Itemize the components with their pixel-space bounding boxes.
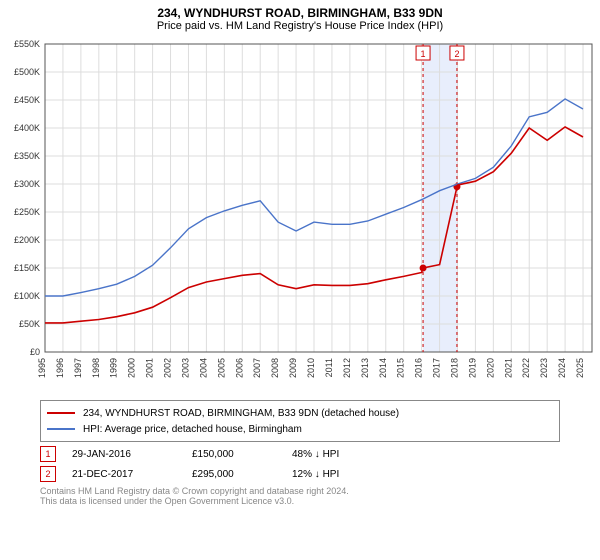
svg-text:1998: 1998 [91, 358, 101, 378]
event-row: 1 29-JAN-2016 £150,000 48% ↓ HPI [40, 446, 560, 462]
svg-text:2014: 2014 [378, 358, 388, 378]
svg-text:2006: 2006 [234, 358, 244, 378]
page-subtitle: Price paid vs. HM Land Registry's House … [0, 20, 600, 36]
page: 234, WYNDHURST ROAD, BIRMINGHAM, B33 9DN… [0, 0, 600, 560]
svg-text:2020: 2020 [485, 358, 495, 378]
event-price: £150,000 [192, 449, 292, 460]
legend-item: HPI: Average price, detached house, Birm… [47, 421, 553, 437]
legend-label: 234, WYNDHURST ROAD, BIRMINGHAM, B33 9DN… [83, 408, 399, 419]
svg-text:2005: 2005 [216, 358, 226, 378]
svg-text:£200K: £200K [14, 235, 40, 245]
svg-text:2007: 2007 [252, 358, 262, 378]
page-title: 234, WYNDHURST ROAD, BIRMINGHAM, B33 9DN [0, 0, 600, 20]
svg-text:2008: 2008 [270, 358, 280, 378]
svg-text:2016: 2016 [414, 358, 424, 378]
svg-text:2012: 2012 [342, 358, 352, 378]
legend-label: HPI: Average price, detached house, Birm… [83, 424, 302, 435]
svg-text:2004: 2004 [198, 358, 208, 378]
svg-text:£500K: £500K [14, 67, 40, 77]
svg-text:2015: 2015 [396, 358, 406, 378]
event-date: 29-JAN-2016 [72, 449, 192, 460]
svg-text:£450K: £450K [14, 95, 40, 105]
footer: Contains HM Land Registry data © Crown c… [40, 486, 560, 506]
event-price: £295,000 [192, 469, 292, 480]
svg-text:£150K: £150K [14, 263, 40, 273]
svg-text:2009: 2009 [288, 358, 298, 378]
events-table: 1 29-JAN-2016 £150,000 48% ↓ HPI 2 21-DE… [40, 446, 560, 482]
svg-text:1997: 1997 [73, 358, 83, 378]
event-row: 2 21-DEC-2017 £295,000 12% ↓ HPI [40, 466, 560, 482]
svg-text:2021: 2021 [503, 358, 513, 378]
svg-text:2001: 2001 [145, 358, 155, 378]
svg-text:2017: 2017 [432, 358, 442, 378]
svg-text:£350K: £350K [14, 151, 40, 161]
legend-swatch [47, 428, 75, 430]
footer-line: This data is licensed under the Open Gov… [40, 496, 560, 506]
svg-text:1995: 1995 [37, 358, 47, 378]
event-marker: 2 [40, 466, 56, 482]
svg-text:£550K: £550K [14, 39, 40, 49]
chart-svg: £0 £50K £100K £150K £200K £250K £300K £350K £400… [0, 36, 600, 396]
svg-text:1999: 1999 [109, 358, 119, 378]
svg-text:2000: 2000 [127, 358, 137, 378]
svg-text:1996: 1996 [55, 358, 65, 378]
svg-text:£0: £0 [30, 347, 40, 357]
svg-text:2003: 2003 [180, 358, 190, 378]
svg-text:£100K: £100K [14, 291, 40, 301]
svg-text:2024: 2024 [557, 358, 567, 378]
svg-text:2023: 2023 [539, 358, 549, 378]
svg-text:2022: 2022 [521, 358, 531, 378]
legend: 234, WYNDHURST ROAD, BIRMINGHAM, B33 9DN… [40, 400, 560, 442]
svg-text:£300K: £300K [14, 179, 40, 189]
event-marker: 1 [40, 446, 56, 462]
svg-text:2011: 2011 [324, 358, 334, 377]
svg-text:2018: 2018 [449, 358, 459, 378]
event-delta: 12% ↓ HPI [292, 469, 412, 480]
chart: £0 £50K £100K £150K £200K £250K £300K £350K £400… [0, 36, 600, 396]
svg-text:2019: 2019 [467, 358, 477, 378]
event-delta: 48% ↓ HPI [292, 449, 412, 460]
svg-text:£400K: £400K [14, 123, 40, 133]
svg-text:1: 1 [421, 49, 426, 59]
svg-text:£50K: £50K [19, 319, 40, 329]
svg-text:£250K: £250K [14, 207, 40, 217]
footer-line: Contains HM Land Registry data © Crown c… [40, 486, 560, 496]
svg-text:2010: 2010 [306, 358, 316, 378]
svg-text:2002: 2002 [163, 358, 173, 378]
legend-item: 234, WYNDHURST ROAD, BIRMINGHAM, B33 9DN… [47, 405, 553, 421]
event-date: 21-DEC-2017 [72, 469, 192, 480]
legend-swatch [47, 412, 75, 414]
svg-text:2013: 2013 [360, 358, 370, 378]
svg-text:2025: 2025 [575, 358, 585, 378]
svg-text:2: 2 [454, 49, 459, 59]
